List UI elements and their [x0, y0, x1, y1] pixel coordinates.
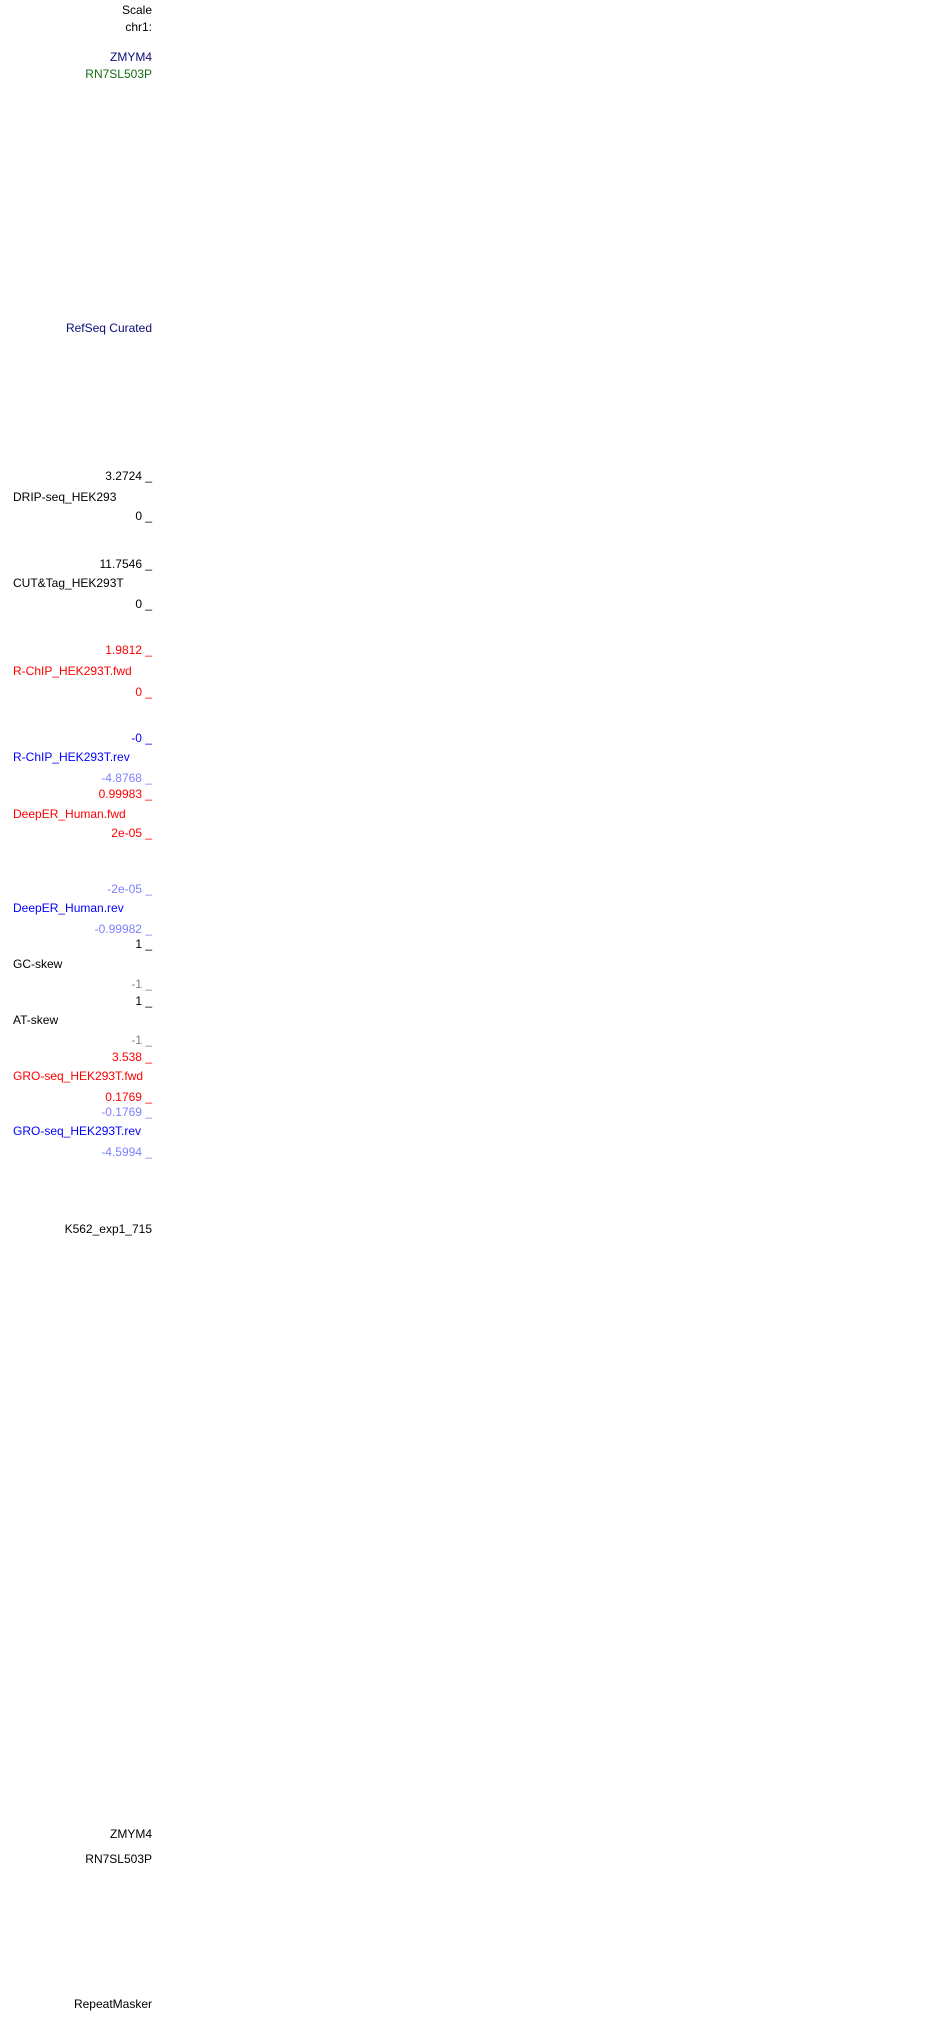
track-label[interactable]: RefSeq Curated	[65, 321, 152, 335]
track-label[interactable]: 0.99983 _	[98, 787, 152, 801]
track-label[interactable]: chr1:	[125, 20, 152, 34]
track-label[interactable]: 3.2724 _	[105, 469, 152, 483]
track-label[interactable]: 2e-05 _	[111, 826, 152, 840]
track-label[interactable]: Scale	[121, 3, 152, 17]
track-label[interactable]: 0 _	[135, 597, 152, 611]
track-name[interactable]: R-ChIP_HEK293T.fwd	[13, 664, 132, 678]
track-label[interactable]: 0 _	[135, 509, 152, 523]
track-label[interactable]: RN7SL503P	[85, 1852, 152, 1866]
track-label[interactable]: 1 _	[135, 937, 152, 951]
track-label[interactable]: -0.99982 _	[94, 922, 152, 936]
track-name[interactable]: DeepER_Human.rev	[13, 901, 124, 915]
track-label[interactable]: RepeatMasker	[73, 1997, 152, 2011]
track-name[interactable]: GRO-seq_HEK293T.rev	[13, 1124, 142, 1138]
track-name[interactable]: CUT&Tag_HEK293T	[13, 576, 124, 590]
track-label[interactable]: 3.538 _	[111, 1050, 152, 1064]
track-label[interactable]: RN7SL503P	[85, 67, 152, 81]
track-name[interactable]: DeepER_Human.fwd	[13, 807, 126, 821]
track-label[interactable]: 1.9812 _	[105, 643, 152, 657]
track-label[interactable]: 11.7546 _	[99, 557, 153, 571]
track-label[interactable]: -2e-05 _	[107, 882, 152, 896]
track-label[interactable]: K562_exp1_715	[64, 1222, 152, 1236]
track-label[interactable]: 0 _	[135, 685, 152, 699]
track-label[interactable]: -4.5994 _	[101, 1145, 152, 1159]
track-label[interactable]: 0.1769 _	[105, 1090, 152, 1104]
track-label[interactable]: 1 _	[135, 994, 152, 1008]
track-label[interactable]: -0 _	[131, 731, 152, 745]
track-name[interactable]: DRIP-seq_HEK293	[13, 490, 117, 504]
track-label[interactable]: ZMYM4	[110, 50, 152, 64]
track-label[interactable]: -1 _	[131, 1033, 152, 1047]
track-label[interactable]: -4.8768 _	[101, 771, 152, 785]
track-name[interactable]: GRO-seq_HEK293T.fwd	[13, 1069, 144, 1083]
track-label[interactable]: -1 _	[131, 977, 152, 991]
track-name[interactable]: AT-skew	[13, 1013, 59, 1027]
track-label[interactable]: -0.1769 _	[101, 1105, 152, 1119]
track-label[interactable]: ZMYM4	[110, 1827, 152, 1841]
track-name[interactable]: GC-skew	[13, 957, 63, 971]
track-name[interactable]: R-ChIP_HEK293T.rev	[13, 750, 130, 764]
